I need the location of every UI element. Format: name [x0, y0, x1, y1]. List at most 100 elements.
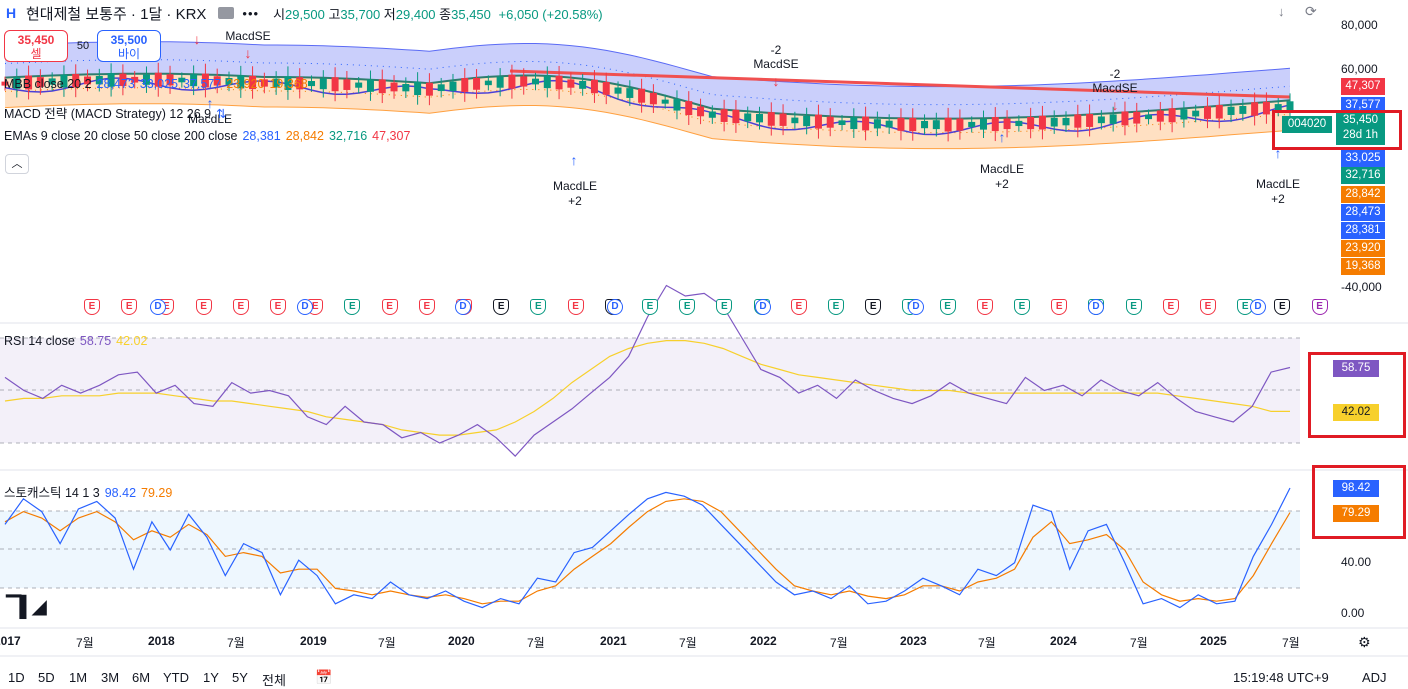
earnings-event-icon[interactable]: E	[530, 299, 547, 315]
earnings-event-icon[interactable]: E	[865, 299, 882, 315]
tradingview-logo-icon: ▔▌◢	[6, 596, 47, 618]
signal-arrow: ↑	[571, 152, 578, 168]
earnings-event-icon[interactable]: E	[1125, 299, 1142, 315]
candle	[201, 73, 209, 88]
dividend-event-icon[interactable]: D	[1250, 299, 1266, 315]
buy-button[interactable]: 35,500 바이	[97, 30, 161, 62]
clock-readout[interactable]: 15:19:48 UTC+9	[1233, 670, 1329, 685]
legend-macd-strategy[interactable]: MACD 전략 (MACD Strategy) 12 26 9 ⇅	[4, 107, 227, 121]
candle	[107, 73, 115, 87]
earnings-event-icon[interactable]: E	[939, 299, 956, 315]
symbol-flag-icon[interactable]	[218, 7, 235, 19]
candle	[484, 80, 492, 86]
earnings-event-icon[interactable]: E	[790, 299, 807, 315]
signal-qty: +2	[995, 177, 1009, 191]
candle	[437, 84, 445, 92]
candle	[649, 92, 657, 105]
candle	[803, 115, 811, 127]
range-button[interactable]: 5D	[38, 670, 55, 685]
dividend-event-icon[interactable]: D	[455, 299, 471, 315]
dividend-event-icon[interactable]: D	[607, 299, 623, 315]
time-axis-label: 2023	[900, 634, 927, 648]
adj-toggle[interactable]: ADJ	[1362, 670, 1387, 685]
candle	[331, 77, 339, 92]
quantity-field[interactable]: 50	[76, 40, 90, 52]
collapse-legend-button[interactable]: ︿	[5, 154, 29, 174]
earnings-event-icon[interactable]: E	[493, 299, 510, 315]
range-button[interactable]: 전체	[262, 673, 286, 688]
date-range-icon[interactable]: 📅	[315, 669, 333, 685]
rsi-band	[0, 338, 1300, 443]
candle	[555, 75, 563, 90]
earnings-event-icon[interactable]: E	[1051, 299, 1068, 315]
range-button[interactable]: 6M	[132, 670, 151, 685]
time-axis-label: 2019	[300, 634, 327, 648]
legend-stochastic[interactable]: 스토캐스틱 14 1 3 98.42 79.29	[4, 486, 173, 500]
earnings-event-icon[interactable]: E	[1274, 299, 1291, 315]
time-axis-label: 2021	[600, 634, 627, 648]
range-button[interactable]: 1D	[8, 670, 25, 685]
earnings-event-icon[interactable]: E	[381, 299, 398, 315]
earnings-event-icon[interactable]: E	[1311, 299, 1328, 315]
sell-button[interactable]: 35,450 셀	[4, 30, 68, 62]
earnings-event-icon[interactable]: E	[567, 299, 584, 315]
candle	[213, 76, 221, 86]
earnings-event-icon[interactable]: E	[679, 299, 696, 315]
stoch-d-line	[4, 498, 1291, 605]
rsi-value-tag: 58.75	[1333, 360, 1379, 377]
range-button[interactable]: 5Y	[232, 670, 248, 685]
ohlc-readout: 시29,500 고35,700 저29,400 종35,450 +6,050 (…	[273, 6, 603, 22]
candle	[638, 88, 646, 103]
refresh-icon[interactable]: ⟳	[1305, 3, 1317, 19]
signal-qty: +2	[568, 194, 582, 208]
earnings-event-icon[interactable]: E	[1162, 299, 1179, 315]
range-button[interactable]: YTD	[163, 670, 189, 685]
earnings-event-icon[interactable]: E	[716, 299, 733, 315]
dividend-event-icon[interactable]: D	[297, 299, 313, 315]
download-icon[interactable]: ↓	[1278, 4, 1285, 19]
earnings-event-icon[interactable]: E	[195, 299, 212, 315]
axis-settings-icon[interactable]: ⚙	[1358, 634, 1371, 650]
earnings-event-icon[interactable]: E	[344, 299, 361, 315]
candle	[720, 109, 728, 122]
dividend-event-icon[interactable]: D	[1088, 299, 1104, 315]
earnings-event-icon[interactable]: E	[976, 299, 993, 315]
legend-emas[interactable]: EMAs 9 close 20 close 50 close 200 close…	[4, 129, 411, 143]
candle	[661, 99, 669, 104]
more-icon[interactable]: •••	[242, 5, 260, 21]
highlight-box-stoch	[1312, 465, 1406, 539]
earnings-event-icon[interactable]: E	[642, 299, 658, 315]
earnings-event-icon[interactable]: E	[270, 299, 286, 315]
signal-arrow: ↑	[1275, 145, 1282, 161]
strategy-settings-icon[interactable]: ⇅	[216, 107, 227, 121]
price-axis-tick: 80,000	[1341, 18, 1378, 32]
earnings-event-icon[interactable]: E	[828, 299, 844, 315]
candle	[1038, 115, 1046, 130]
price-line-tag: 37,577	[1341, 97, 1385, 114]
earnings-event-icon[interactable]: E	[1200, 299, 1216, 315]
candle	[543, 75, 551, 89]
earnings-event-icon[interactable]: E	[1014, 299, 1030, 315]
candle	[862, 116, 870, 131]
price-line-tag: 28,473	[1341, 204, 1385, 221]
candle	[1, 81, 9, 86]
dividend-event-icon[interactable]: D	[150, 299, 166, 315]
time-axis-label: 7월	[1130, 636, 1148, 650]
earnings-event-icon[interactable]: E	[232, 299, 249, 315]
earnings-event-icon[interactable]: E	[84, 299, 100, 315]
stoch-k-line	[4, 487, 1291, 609]
range-button[interactable]: 1Y	[203, 670, 219, 685]
candle	[1027, 116, 1035, 130]
dividend-event-icon[interactable]: D	[755, 299, 771, 315]
time-axis-label: 7월	[1282, 636, 1300, 650]
last-price-symbol: 004020	[1282, 116, 1332, 133]
legend-mbb[interactable]: MBB close 20 2 28,473 33,025 37,577 23,920 19…	[4, 77, 308, 91]
legend-rsi[interactable]: RSI 14 close 58.75 42.02	[4, 334, 148, 348]
range-button[interactable]: 3M	[101, 670, 120, 685]
symbol-title[interactable]: 현대제철 보통주 · 1달 · KRX	[26, 5, 207, 23]
earnings-event-icon[interactable]: E	[418, 299, 435, 315]
dividend-event-icon[interactable]: D	[908, 299, 924, 315]
earnings-event-icon[interactable]: E	[121, 299, 138, 315]
range-button[interactable]: 1M	[69, 670, 88, 685]
